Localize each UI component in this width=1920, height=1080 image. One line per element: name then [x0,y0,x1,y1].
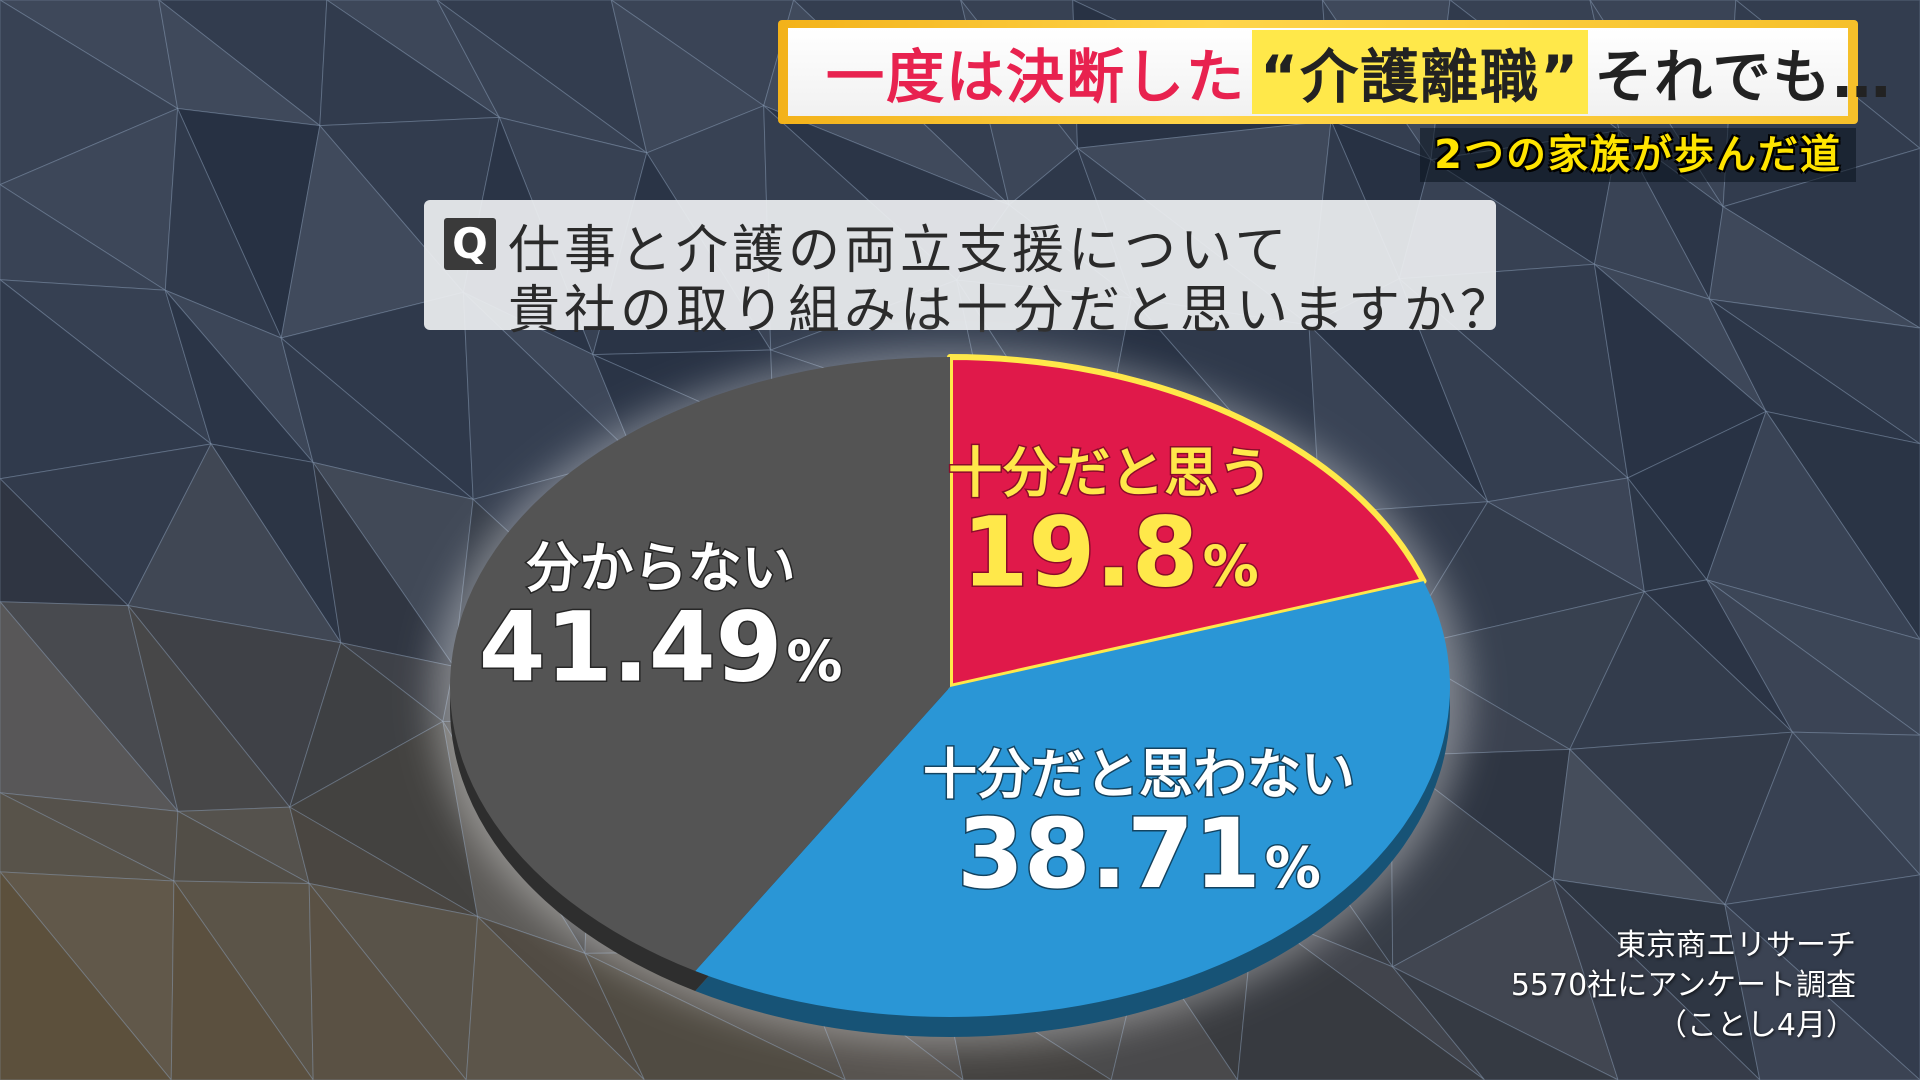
source-line-2: 5570社にアンケート調査 [1510,968,1856,1003]
pie-value-0: 19.8% [962,496,1259,608]
source-note: 東京商エリサーチ 5570社にアンケート調査 （ことし4月） [1511,926,1856,1046]
pie-label-1: 十分だと思わない [923,743,1355,806]
subtitle-caption: 2つの家族が歩んだ道 [1420,128,1856,182]
source-line-3: （ことし4月） [1656,1008,1856,1043]
headline-part-1: 一度は決断した [826,43,1247,111]
pie-slice-2 [449,357,950,971]
question-mark-icon: Q [444,218,496,270]
headline-part-3: それでも… [1594,43,1893,111]
headline-banner: 一度は決断した “介護離職” それでも… [778,20,1891,124]
question-line-2: 貴社の取り組みは十分だと思いますか？ [508,281,1517,341]
question-box: Q 仕事と介護の両立支援について 貴社の取り組みは十分だと思いますか？ [424,200,1512,341]
pie-slice-1 [695,581,1450,1017]
source-line-1: 東京商エリサーチ [1616,928,1856,963]
pie-label-2: 分からない [526,537,796,600]
pie-value-2: 41.49% [479,592,843,704]
pie-slice-0 [947,354,1427,690]
headline-highlight: “介護離職” [1252,30,1589,114]
pie-value-1: 38.71% [957,798,1321,910]
pie-label-0: 十分だと思う [948,441,1272,504]
question-line-1: 仕事と介護の両立支援について [508,221,1291,281]
